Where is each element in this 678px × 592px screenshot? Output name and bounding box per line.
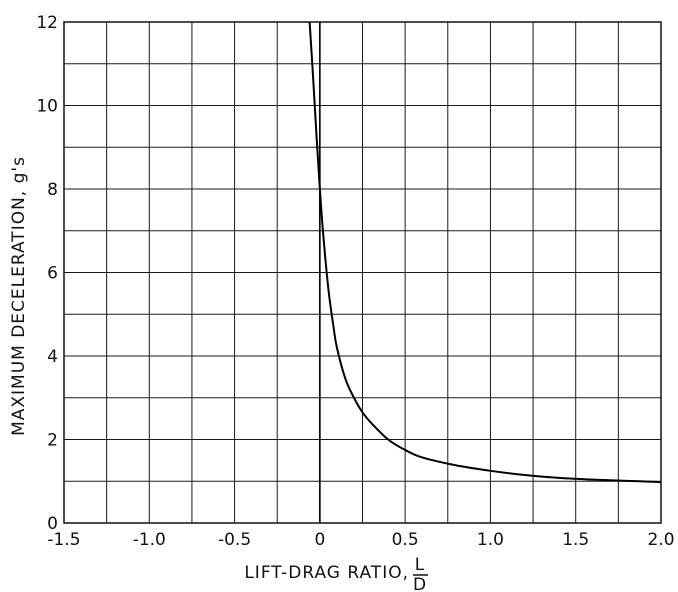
- y-axis-label: MAXIMUM DECELERATION, g's: [9, 156, 29, 436]
- y-tick-label: 6: [47, 264, 58, 284]
- series-group: [308, 21, 662, 484]
- x-axis-label: LIFT-DRAG RATIO,: [244, 563, 409, 583]
- y-tick-label: 4: [47, 347, 58, 367]
- y-tick-label: 10: [36, 97, 58, 117]
- grid: [63, 21, 662, 524]
- y-tick-label: 12: [36, 13, 58, 33]
- x-tick-label: 1.5: [562, 530, 589, 550]
- x-tick-labels: -1.5 -1.0 -0.5 0 0.5 1.0 1.5 2.0: [47, 530, 674, 550]
- x-tick-label: 2.0: [647, 530, 674, 550]
- x-tick-label: 0.5: [392, 530, 419, 550]
- x-tick-label: 0: [314, 530, 325, 550]
- y-tick-label: 2: [47, 431, 58, 451]
- x-tick-label: 1.0: [477, 530, 504, 550]
- y-tick-labels: 0 2 4 6 8 10 12: [36, 13, 58, 534]
- x-tick-label: -0.5: [218, 530, 251, 550]
- x-axis-label-denominator: D: [413, 575, 427, 592]
- x-tick-label: -1.5: [47, 530, 80, 550]
- plot-frame: [63, 21, 662, 524]
- deceleration-curve: [308, 21, 662, 484]
- x-tick-label: -1.0: [133, 530, 166, 550]
- y-tick-label: 0: [47, 514, 58, 534]
- y-tick-label: 8: [47, 180, 58, 200]
- x-axis-label-numerator: L: [415, 555, 425, 575]
